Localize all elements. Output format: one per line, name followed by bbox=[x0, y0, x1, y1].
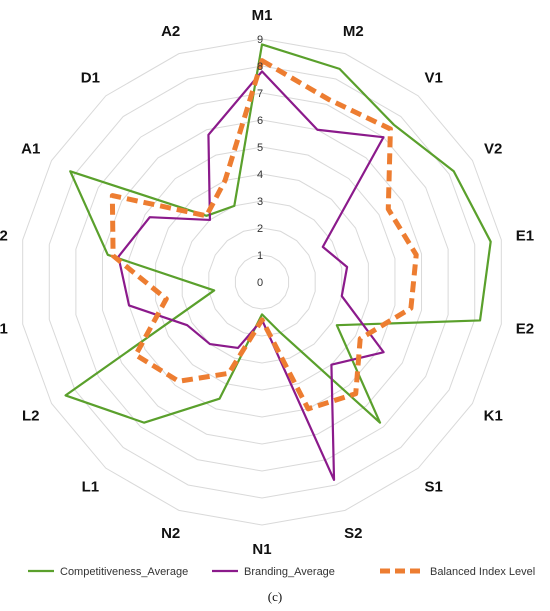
category-label-V2: V2 bbox=[484, 141, 502, 158]
tick-label: 5 bbox=[257, 142, 263, 154]
category-label-M2: M2 bbox=[343, 23, 364, 40]
radar-grid bbox=[22, 38, 502, 526]
figure-caption: (c) bbox=[268, 589, 282, 604]
category-label-A1: A1 bbox=[21, 141, 40, 158]
tick-label: 9 bbox=[257, 34, 263, 46]
category-label-M1: M1 bbox=[252, 7, 273, 24]
grid-ring-5 bbox=[128, 146, 396, 418]
tick-label: 3 bbox=[257, 196, 263, 208]
tick-label: 6 bbox=[257, 115, 263, 127]
radial-tick-labels: 0 1 2 3 4 5 6 7 8 9 bbox=[257, 34, 263, 289]
category-label-K1: K1 bbox=[484, 408, 503, 425]
tick-label: 2 bbox=[257, 223, 263, 235]
tick-label: 7 bbox=[257, 88, 263, 100]
legend: Competitiveness_Average Branding_Average B… bbox=[28, 566, 535, 578]
grid-ring-9 bbox=[22, 38, 502, 526]
category-label-L1: L1 bbox=[82, 479, 100, 496]
radar-series bbox=[64, 43, 492, 481]
category-label-V1: V1 bbox=[424, 69, 442, 86]
category-label-S2: S2 bbox=[344, 525, 362, 542]
category-label-E1: E1 bbox=[516, 228, 534, 245]
category-label-T1: T1 bbox=[0, 320, 8, 337]
category-label-E2: E2 bbox=[516, 320, 534, 337]
category-label-S1: S1 bbox=[424, 479, 442, 496]
grid-ring-4 bbox=[155, 173, 369, 391]
category-label-A2: A2 bbox=[161, 23, 180, 40]
tick-label: 0 bbox=[257, 277, 263, 289]
category-label-D1: D1 bbox=[81, 69, 100, 86]
tick-label: 8 bbox=[257, 61, 263, 73]
category-label-T2: T2 bbox=[0, 228, 8, 245]
grid-ring-3 bbox=[181, 200, 343, 364]
grid-ring-2 bbox=[208, 227, 316, 337]
grid-ring-8 bbox=[48, 65, 476, 499]
grid-ring-1 bbox=[234, 254, 290, 310]
category-label-L2: L2 bbox=[22, 408, 40, 425]
grid-ring-6 bbox=[101, 119, 423, 445]
grid-ring-7 bbox=[75, 92, 449, 472]
category-labels: M1 M2 V1 V2 E1 E2 K1 S1 S2 N1 N2 L1 L2 T1 T2 A1 D1 A2 bbox=[0, 7, 534, 558]
tick-label: 4 bbox=[257, 169, 263, 181]
tick-label: 1 bbox=[257, 250, 263, 262]
series-line-3 bbox=[109, 58, 419, 412]
category-label-N1: N1 bbox=[252, 541, 271, 558]
legend-label-1: Competitiveness_Average bbox=[60, 566, 188, 578]
legend-label-3: Balanced Index Level bbox=[430, 566, 535, 578]
category-label-N2: N2 bbox=[161, 525, 180, 542]
series-line-1 bbox=[64, 43, 492, 424]
legend-label-2: Branding_Average bbox=[244, 566, 335, 578]
